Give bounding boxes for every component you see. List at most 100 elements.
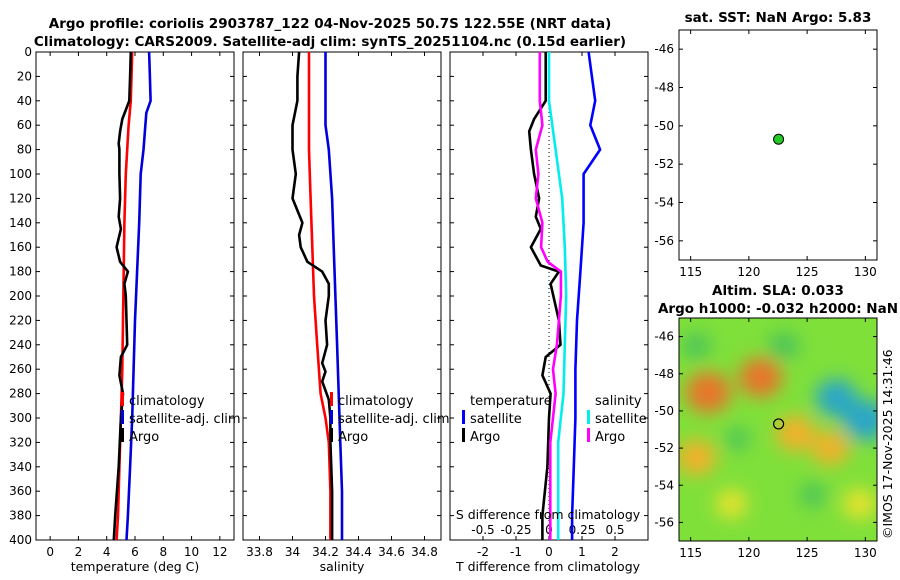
figure-title-line-2: Climatology: CARS2009. Satellite-adj cli…: [34, 34, 626, 50]
depth-tick-label: 320: [9, 435, 32, 449]
sla-map-title-line-2: Argo h1000: -0.032 h2000: NaN: [658, 301, 898, 317]
difference-xlabel: T difference from climatology: [455, 559, 641, 574]
sst-map-frame: [678, 29, 878, 261]
x-tick-label: 8: [159, 545, 167, 559]
lat-tick-label: -56: [654, 515, 674, 529]
sla-anomaly-blob: [842, 488, 877, 520]
legend-label-temp-argo: Argo: [470, 430, 500, 445]
legend-swatch-argo: [121, 428, 124, 442]
lon-tick-label: 115: [679, 265, 702, 279]
difference-legend-salinity: salinity satellite Argo: [587, 394, 647, 445]
depth-tick-label: 80: [17, 143, 32, 157]
legend-label-temp-satellite: satellite: [470, 412, 522, 427]
x-tick-label: 12: [212, 545, 227, 559]
sst-map-panel: sat. SST: NaN Argo: 5.83 115 120 125 130 -46…: [654, 10, 878, 279]
series-line-salinity-satellite: [547, 52, 568, 540]
x-tick-label: 0: [46, 545, 54, 559]
sla-anomaly-blob: [715, 489, 748, 519]
legend-label-satellite-adj: satellite-adj. clim: [129, 412, 241, 427]
lon-tick-label: 115: [679, 546, 702, 560]
depth-tick-label: 0: [24, 45, 32, 59]
depth-tick-label: 100: [9, 167, 32, 181]
legend-swatch-satellite-adj-sal: [330, 410, 333, 424]
x-tick-label: -2: [477, 545, 489, 559]
top-x-tick-label: -0.25: [500, 523, 531, 537]
lon-tick-label: 130: [854, 546, 877, 560]
series-line-satellite-adj-clim: [125, 52, 152, 540]
lat-tick-label: -54: [654, 196, 674, 210]
legend-swatch-sal-argo: [587, 428, 590, 442]
sla-anomaly-blob: [768, 331, 800, 361]
x-tick-label: 34.8: [411, 545, 438, 559]
lon-tick-label: 125: [796, 546, 819, 560]
salinity-series: [291, 52, 344, 540]
legend-label-argo: Argo: [129, 430, 159, 445]
lat-tick-label: -54: [654, 478, 674, 492]
depth-tick-label: 240: [9, 338, 32, 352]
temperature-ticks: 0204060801001201401601802002202402602803…: [9, 45, 234, 559]
depth-tick-label: 280: [9, 387, 32, 401]
legend-title-salinity: salinity: [595, 394, 642, 409]
legend-swatch-satellite-adj: [121, 410, 124, 424]
sla-anomaly-features: [679, 331, 877, 520]
x-tick-label: 1: [578, 545, 586, 559]
series-line-satellite-adj-clim: [324, 52, 344, 540]
depth-tick-label: 180: [9, 265, 32, 279]
lon-tick-label: 125: [796, 265, 819, 279]
x-tick-label: 34: [285, 545, 300, 559]
x-tick-label: 2: [611, 545, 619, 559]
sla-anomaly-blob: [681, 332, 712, 360]
figure-title-line-1: Argo profile: coriolis 2903787_122 04-No…: [49, 16, 612, 32]
argo-location-marker: [773, 133, 785, 145]
difference-legend-temperature: temperature satellite Argo: [462, 394, 552, 445]
lon-tick-label: 130: [854, 265, 877, 279]
depth-tick-label: 140: [9, 216, 32, 230]
sla-anomaly-blob: [811, 431, 850, 466]
depth-tick-label: 300: [9, 411, 32, 425]
legend-label-climatology: climatology: [129, 394, 205, 409]
x-tick-label: 34.2: [312, 545, 339, 559]
series-line-argo: [291, 52, 334, 540]
series-line-temperature-argo: [527, 52, 562, 540]
lat-tick-label: -52: [654, 441, 674, 455]
x-tick-label: 6: [131, 545, 139, 559]
temperature-xlabel: temperature (deg C): [71, 559, 200, 574]
depth-tick-label: 20: [17, 69, 32, 83]
x-tick-label: 33.8: [246, 545, 273, 559]
sla-map-title-line-1: Altim. SLA: 0.033: [712, 283, 844, 299]
sla-anomaly-blob: [724, 427, 750, 451]
lat-tick-label: -50: [654, 119, 674, 133]
sla-anomaly-blob: [738, 357, 783, 398]
lat-tick-label: -48: [654, 367, 674, 381]
temperature-panel: 0204060801001201401601802002202402602803…: [9, 45, 241, 574]
sla-anomaly-blob: [679, 439, 717, 476]
imos-watermark: ©IMOS 17-Nov-2025 14:31:46: [880, 349, 895, 539]
sla-anomaly-blob: [799, 482, 827, 508]
difference-top-xlabel: S difference from climatology: [456, 507, 641, 522]
legend-swatch-temp-argo: [462, 428, 465, 442]
lat-tick-label: -50: [654, 404, 674, 418]
legend-swatch-climatology: [121, 392, 124, 406]
sst-map-points: [773, 133, 785, 145]
series-line-salinity-argo: [534, 52, 563, 540]
legend-label-sal-argo: Argo: [595, 430, 625, 445]
legend-swatch-climatology-sal: [330, 392, 333, 406]
argo-location-marker-sla: [772, 418, 785, 430]
x-tick-label: 10: [184, 545, 199, 559]
top-x-tick-label: 0.5: [605, 523, 624, 537]
sla-anomaly-blob: [775, 415, 816, 452]
depth-tick-label: 220: [9, 313, 32, 327]
lat-tick-label: -56: [654, 234, 674, 248]
depth-tick-label: 60: [17, 118, 32, 132]
lat-tick-label: -46: [654, 42, 674, 56]
lat-tick-label: -52: [654, 157, 674, 171]
depth-tick-label: 120: [9, 191, 32, 205]
sla-anomaly-blob: [815, 379, 857, 417]
x-tick-label: 2: [75, 545, 83, 559]
salinity-ticks: 33.8 34 34.2 34.4 34.6 34.8: [243, 51, 441, 559]
sst-map-title: sat. SST: NaN Argo: 5.83: [685, 10, 872, 26]
lon-tick-label: 120: [737, 265, 760, 279]
legend-label-satellite-adj-sal: satellite-adj. clim: [338, 412, 450, 427]
legend-swatch-sal-satellite: [587, 410, 590, 424]
